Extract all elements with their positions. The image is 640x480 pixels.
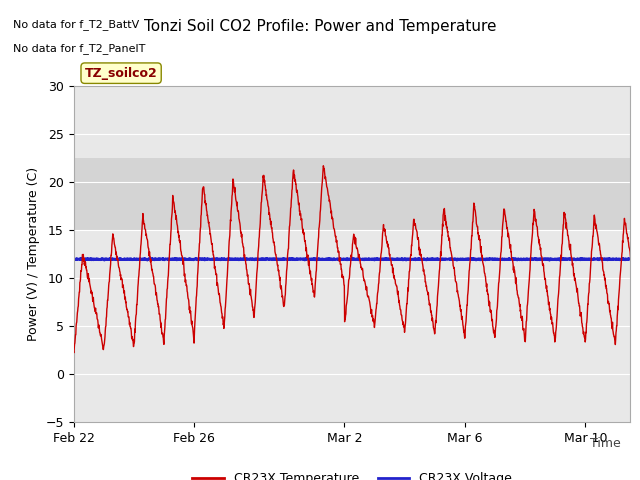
Bar [74, 158, 630, 230]
Text: Tonzi Soil CO2 Profile: Power and Temperature: Tonzi Soil CO2 Profile: Power and Temper… [144, 19, 496, 34]
Text: TZ_soilco2: TZ_soilco2 [84, 67, 157, 80]
Text: No data for f_T2_PanelT: No data for f_T2_PanelT [13, 43, 145, 54]
Text: No data for f_T2_BattV: No data for f_T2_BattV [13, 19, 139, 30]
Legend: CR23X Temperature, CR23X Voltage: CR23X Temperature, CR23X Voltage [188, 467, 516, 480]
Y-axis label: Power (V) / Temperature (C): Power (V) / Temperature (C) [27, 168, 40, 341]
Text: Time: Time [590, 437, 621, 450]
